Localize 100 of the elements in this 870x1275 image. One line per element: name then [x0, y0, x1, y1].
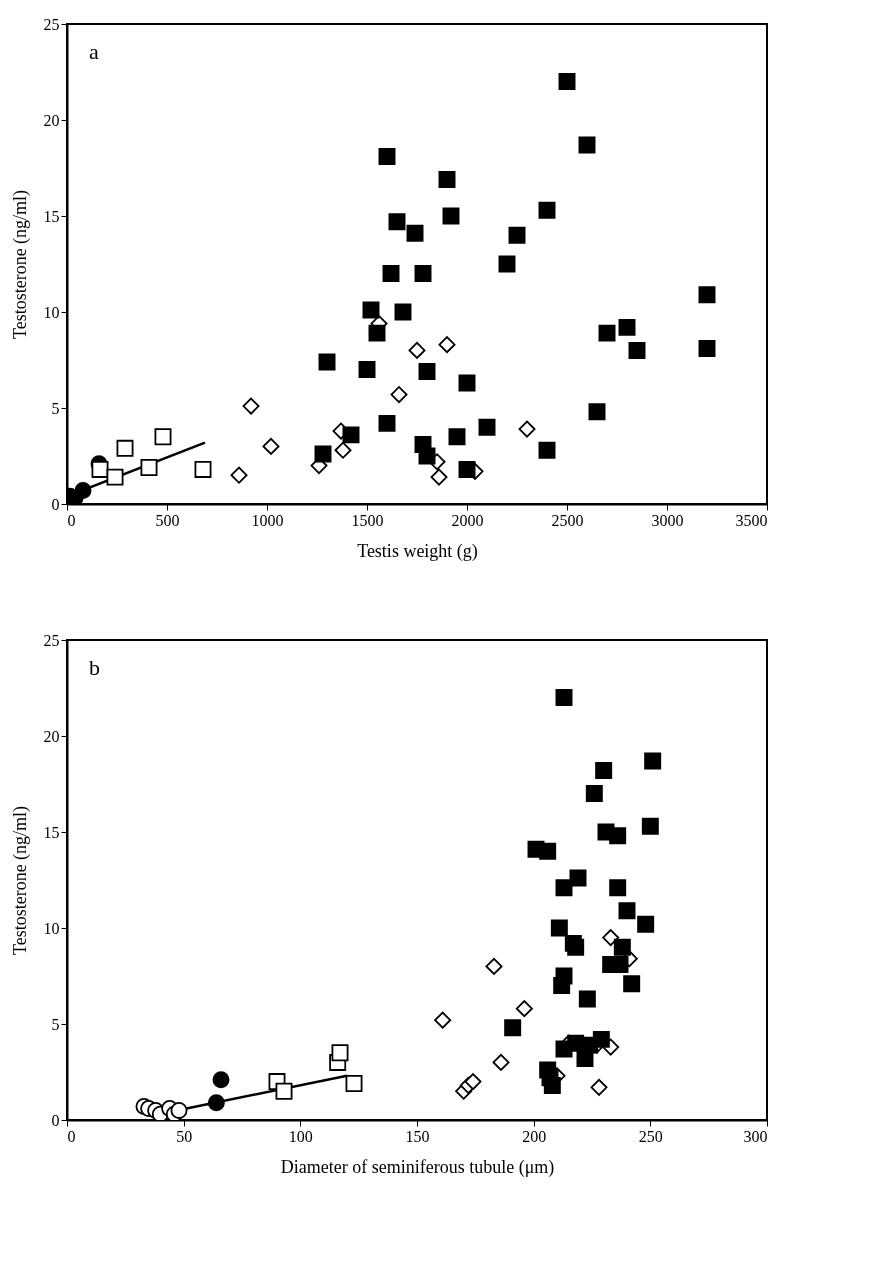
x-axis-title: Diameter of seminiferous tubule (μm) [280, 1156, 555, 1178]
point [382, 265, 400, 283]
x-tick-label: 2500 [551, 511, 584, 529]
point [388, 213, 406, 231]
point [478, 418, 496, 436]
point [623, 975, 641, 993]
x-tick-label: 500 [155, 511, 180, 529]
y-tick-label: 25 [43, 15, 60, 33]
point [641, 817, 659, 835]
point [609, 879, 627, 897]
point [430, 468, 448, 486]
point [590, 1078, 608, 1096]
point [504, 1019, 522, 1037]
y-tick-label: 10 [43, 303, 60, 321]
point [508, 226, 526, 244]
point [212, 1071, 230, 1089]
y-tick-label: 5 [51, 1015, 60, 1033]
y-tick-label: 20 [43, 111, 60, 129]
point [498, 255, 516, 273]
x-tick-label: 50 [176, 1127, 193, 1145]
point [406, 224, 424, 242]
point [418, 363, 436, 380]
point [543, 1076, 561, 1094]
point [207, 1094, 225, 1112]
point [116, 439, 134, 457]
point [518, 420, 536, 438]
point [464, 1073, 482, 1091]
point [275, 1082, 293, 1100]
x-tick-label: 0 [67, 511, 76, 529]
point [588, 403, 606, 421]
point [394, 303, 412, 321]
point [585, 785, 603, 803]
point [106, 468, 124, 486]
point [194, 460, 212, 478]
point [91, 460, 109, 478]
y-axis-title: Testosterone (ng/ml) [9, 189, 31, 340]
point [438, 171, 456, 188]
point [318, 353, 336, 371]
point [74, 482, 92, 500]
y-axis-title: Testosterone (ng/ml) [9, 805, 31, 956]
x-tick-label: 2000 [451, 511, 484, 529]
point [242, 397, 260, 415]
y-tick-label: 10 [43, 919, 60, 937]
point [262, 437, 280, 455]
x-tick-label: 0 [67, 1127, 76, 1145]
point [485, 957, 503, 975]
point [578, 136, 596, 154]
point [314, 445, 332, 463]
point [342, 426, 360, 444]
point [230, 466, 248, 484]
point [598, 324, 616, 342]
annotation: b [89, 655, 100, 680]
x-tick-label: 3000 [651, 511, 684, 529]
point [553, 977, 571, 995]
y-tick-label: 15 [43, 823, 60, 841]
point [170, 1101, 188, 1119]
point [637, 915, 655, 933]
point [558, 73, 576, 91]
point [331, 1044, 349, 1062]
point [628, 341, 646, 359]
x-tick-label: 100 [288, 1127, 313, 1145]
x-axis-title: Testis weight (g) [357, 540, 478, 562]
point [567, 938, 585, 956]
y-tick-label: 20 [43, 727, 60, 745]
annotation: a [89, 39, 99, 64]
y-tick-label: 5 [51, 399, 60, 417]
point [458, 374, 476, 392]
point [618, 902, 636, 920]
point [378, 414, 396, 432]
point [362, 301, 380, 319]
x-tick-label: 250 [638, 1127, 663, 1145]
point [492, 1053, 510, 1071]
y-tick-label: 0 [51, 495, 60, 513]
x-tick-label: 150 [405, 1127, 430, 1145]
point [698, 340, 716, 357]
point [418, 447, 436, 465]
point [345, 1075, 363, 1092]
point [613, 938, 631, 956]
y-tick-label: 25 [43, 631, 60, 649]
point [448, 428, 466, 446]
x-tick-label: 1000 [251, 511, 284, 529]
y-tick-label: 15 [43, 207, 60, 225]
point [644, 752, 662, 770]
point [390, 386, 408, 404]
point [539, 842, 557, 860]
point [698, 286, 716, 304]
point [538, 201, 556, 219]
point [408, 341, 426, 359]
point [618, 318, 636, 336]
point [555, 879, 573, 897]
point [438, 336, 456, 354]
point [595, 762, 613, 780]
point [538, 441, 556, 459]
x-tick-label: 3500 [735, 511, 768, 529]
point [140, 459, 158, 476]
point [358, 361, 376, 379]
point [442, 207, 460, 225]
point [378, 148, 396, 165]
point [334, 441, 352, 459]
point [515, 1000, 533, 1018]
